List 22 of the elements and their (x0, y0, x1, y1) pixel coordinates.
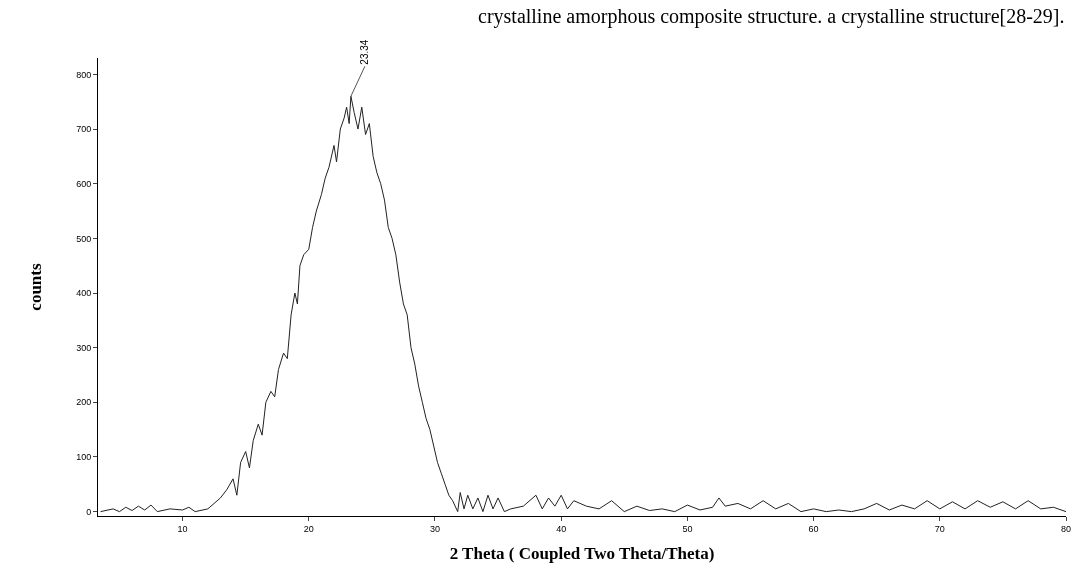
y-tick-label: 600 (76, 178, 92, 189)
y-axis-title: counts (25, 263, 45, 311)
y-tick-label: 400 (76, 288, 92, 299)
y-tick-label: 100 (76, 452, 92, 463)
x-axis-title: 2 Theta ( Coupled Two Theta/Theta) (449, 544, 715, 564)
y-tick-label: 0 (86, 506, 92, 517)
x-tick-label: 30 (429, 523, 440, 534)
y-tick-label: 200 (76, 397, 92, 408)
text: crystalline amorphous composite structure. a crystalline structure[28-29]. (478, 5, 1065, 28)
x-tick-label: 50 (682, 523, 693, 534)
x-tick-label: 60 (808, 523, 819, 534)
x-tick-label: 80 (1060, 523, 1072, 534)
x-tick-label: 20 (303, 523, 314, 534)
y-tick-label: 800 (76, 69, 92, 80)
y-tick-label: 700 (76, 124, 92, 135)
x-tick-label: 10 (177, 523, 188, 534)
line-series (100, 95, 1066, 513)
x-tick-label: 40 (556, 523, 567, 534)
y-tick-label: 300 (76, 342, 92, 353)
x-tick-label: 70 (934, 523, 945, 534)
y-tick-label: 500 (76, 233, 92, 244)
annotation: 23.34 (359, 39, 371, 65)
